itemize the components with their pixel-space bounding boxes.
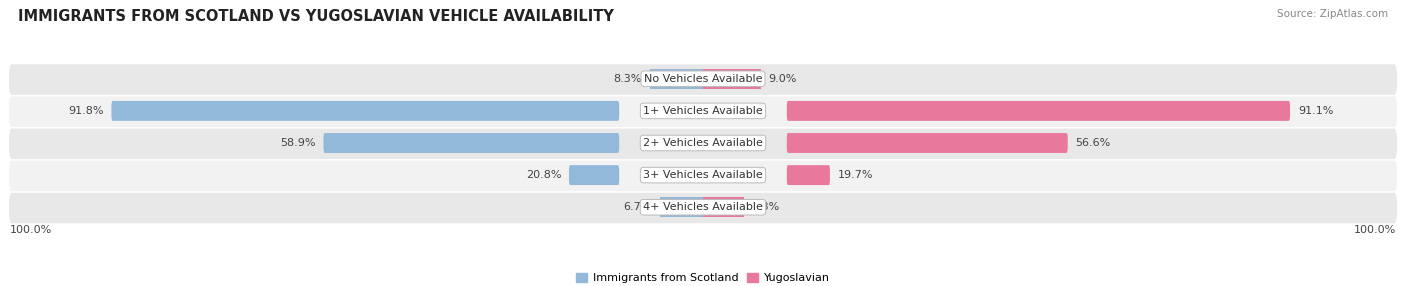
Bar bbox=[650, 69, 703, 89]
Text: 2+ Vehicles Available: 2+ Vehicles Available bbox=[643, 138, 763, 148]
Text: 20.8%: 20.8% bbox=[526, 170, 561, 180]
Bar bbox=[703, 69, 761, 89]
FancyBboxPatch shape bbox=[111, 101, 619, 121]
FancyBboxPatch shape bbox=[323, 133, 619, 153]
Text: 1+ Vehicles Available: 1+ Vehicles Available bbox=[643, 106, 763, 116]
Text: 3+ Vehicles Available: 3+ Vehicles Available bbox=[643, 170, 763, 180]
Text: 56.6%: 56.6% bbox=[1076, 138, 1111, 148]
FancyBboxPatch shape bbox=[8, 161, 1398, 191]
FancyBboxPatch shape bbox=[569, 165, 619, 185]
FancyBboxPatch shape bbox=[787, 133, 1067, 153]
Bar bbox=[659, 197, 703, 217]
Text: 19.7%: 19.7% bbox=[838, 170, 873, 180]
Text: 6.7%: 6.7% bbox=[624, 202, 652, 212]
Legend: Immigrants from Scotland, Yugoslavian: Immigrants from Scotland, Yugoslavian bbox=[572, 268, 834, 286]
Text: Source: ZipAtlas.com: Source: ZipAtlas.com bbox=[1277, 9, 1388, 19]
Text: 4+ Vehicles Available: 4+ Vehicles Available bbox=[643, 202, 763, 212]
Bar bbox=[703, 197, 744, 217]
Text: IMMIGRANTS FROM SCOTLAND VS YUGOSLAVIAN VEHICLE AVAILABILITY: IMMIGRANTS FROM SCOTLAND VS YUGOSLAVIAN … bbox=[18, 9, 614, 23]
Text: 100.0%: 100.0% bbox=[1354, 225, 1396, 235]
FancyBboxPatch shape bbox=[787, 101, 1291, 121]
Text: No Vehicles Available: No Vehicles Available bbox=[644, 74, 762, 84]
FancyBboxPatch shape bbox=[8, 96, 1398, 127]
Text: 100.0%: 100.0% bbox=[10, 225, 52, 235]
Text: 91.8%: 91.8% bbox=[69, 106, 104, 116]
Text: 8.3%: 8.3% bbox=[613, 74, 641, 84]
FancyBboxPatch shape bbox=[787, 165, 830, 185]
Text: 6.3%: 6.3% bbox=[751, 202, 779, 212]
Text: 58.9%: 58.9% bbox=[280, 138, 316, 148]
Text: 91.1%: 91.1% bbox=[1298, 106, 1333, 116]
FancyBboxPatch shape bbox=[8, 193, 1398, 223]
FancyBboxPatch shape bbox=[8, 128, 1398, 159]
FancyBboxPatch shape bbox=[8, 64, 1398, 95]
Text: 9.0%: 9.0% bbox=[769, 74, 797, 84]
